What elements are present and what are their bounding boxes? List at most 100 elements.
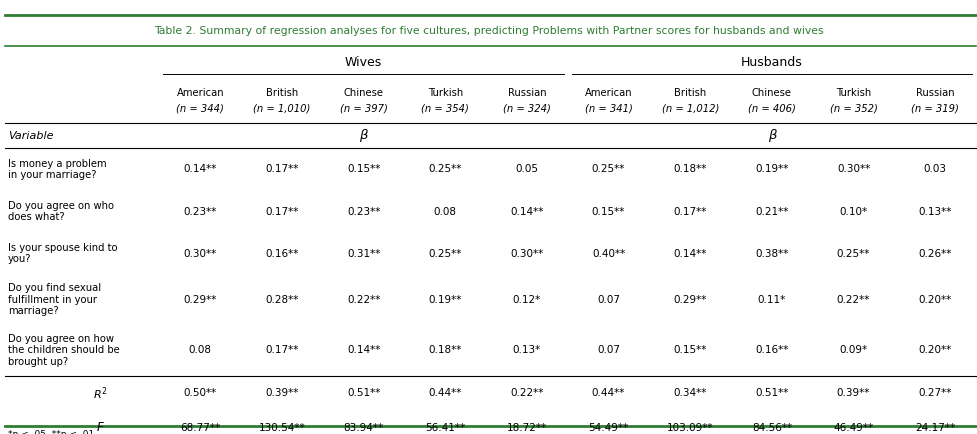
Text: 0.13*: 0.13* xyxy=(512,345,540,355)
Text: 0.51**: 0.51** xyxy=(347,388,380,398)
Text: 0.38**: 0.38** xyxy=(754,249,787,259)
Text: 0.18**: 0.18** xyxy=(428,345,461,355)
Text: 0.07: 0.07 xyxy=(596,295,619,305)
Text: (n = 344): (n = 344) xyxy=(176,104,224,114)
Text: British: British xyxy=(673,88,705,98)
Text: Do you agree on how
the children should be
brought up?: Do you agree on how the children should … xyxy=(8,334,119,367)
Text: 56.41**: 56.41** xyxy=(425,423,465,433)
Text: 0.31**: 0.31** xyxy=(347,249,380,259)
Text: 46.49**: 46.49** xyxy=(832,423,872,433)
Text: Turkish: Turkish xyxy=(427,88,462,98)
Text: 0.50**: 0.50** xyxy=(184,388,217,398)
Text: 0.05: 0.05 xyxy=(515,164,538,174)
Text: 0.27**: 0.27** xyxy=(917,388,951,398)
Text: 103.09**: 103.09** xyxy=(666,423,713,433)
Text: 83.94**: 83.94** xyxy=(343,423,383,433)
Text: Do you find sexual
fulfillment in your
marriage?: Do you find sexual fulfillment in your m… xyxy=(8,283,101,316)
Text: 0.23**: 0.23** xyxy=(347,207,380,217)
Text: 0.29**: 0.29** xyxy=(184,295,217,305)
Text: 0.20**: 0.20** xyxy=(917,295,951,305)
Text: (n = 397): (n = 397) xyxy=(339,104,387,114)
Text: 0.19**: 0.19** xyxy=(428,295,461,305)
Text: 54.49**: 54.49** xyxy=(588,423,628,433)
Text: 0.15**: 0.15** xyxy=(347,164,380,174)
Text: 0.09*: 0.09* xyxy=(838,345,867,355)
Text: 0.18**: 0.18** xyxy=(673,164,706,174)
Text: 0.30**: 0.30** xyxy=(836,164,870,174)
Text: 0.17**: 0.17** xyxy=(265,207,298,217)
Text: 0.19**: 0.19** xyxy=(754,164,787,174)
Text: 0.10*: 0.10* xyxy=(838,207,867,217)
Text: 0.34**: 0.34** xyxy=(673,388,706,398)
Text: 0.30**: 0.30** xyxy=(510,249,543,259)
Text: 0.44**: 0.44** xyxy=(591,388,624,398)
Text: American: American xyxy=(176,88,224,98)
Text: Russian: Russian xyxy=(507,88,545,98)
Text: Do you agree on who
does what?: Do you agree on who does what? xyxy=(8,201,113,222)
Text: (n = 1,012): (n = 1,012) xyxy=(660,104,718,114)
Text: 0.25**: 0.25** xyxy=(591,164,624,174)
Text: British: British xyxy=(266,88,298,98)
Text: 0.20**: 0.20** xyxy=(917,345,951,355)
Text: $R^2$: $R^2$ xyxy=(93,385,107,401)
Text: Wives: Wives xyxy=(345,56,382,69)
Text: 0.14**: 0.14** xyxy=(184,164,217,174)
Text: 0.07: 0.07 xyxy=(596,345,619,355)
Text: (n = 319): (n = 319) xyxy=(911,104,958,114)
Text: (n = 1,010): (n = 1,010) xyxy=(253,104,311,114)
Text: 0.25**: 0.25** xyxy=(428,249,461,259)
Text: 0.16**: 0.16** xyxy=(754,345,787,355)
Text: 0.23**: 0.23** xyxy=(184,207,217,217)
Text: (n = 341): (n = 341) xyxy=(584,104,632,114)
Text: 24.17**: 24.17** xyxy=(914,423,955,433)
Text: (n = 406): (n = 406) xyxy=(747,104,795,114)
Text: American: American xyxy=(584,88,632,98)
Text: 84.56**: 84.56** xyxy=(751,423,791,433)
Text: $F$: $F$ xyxy=(96,421,106,434)
Text: 130.54**: 130.54** xyxy=(258,423,305,433)
Text: 0.17**: 0.17** xyxy=(673,207,706,217)
Text: 0.21**: 0.21** xyxy=(754,207,787,217)
Text: 0.29**: 0.29** xyxy=(673,295,706,305)
Text: 0.25**: 0.25** xyxy=(428,164,461,174)
Text: Variable: Variable xyxy=(8,131,54,141)
Text: Turkish: Turkish xyxy=(835,88,871,98)
Text: 0.39**: 0.39** xyxy=(265,388,298,398)
Text: 0.14**: 0.14** xyxy=(673,249,706,259)
Text: Russian: Russian xyxy=(915,88,954,98)
Text: 0.40**: 0.40** xyxy=(591,249,624,259)
Text: 0.51**: 0.51** xyxy=(754,388,787,398)
Text: 0.17**: 0.17** xyxy=(265,345,298,355)
Text: 0.44**: 0.44** xyxy=(428,388,461,398)
Text: Is your spouse kind to
you?: Is your spouse kind to you? xyxy=(8,243,117,264)
Text: 0.14**: 0.14** xyxy=(347,345,380,355)
Text: 0.25**: 0.25** xyxy=(836,249,870,259)
Text: (n = 352): (n = 352) xyxy=(828,104,876,114)
Text: 68.77**: 68.77** xyxy=(180,423,220,433)
Text: 0.26**: 0.26** xyxy=(917,249,951,259)
Text: 0.03: 0.03 xyxy=(922,164,946,174)
Text: 0.28**: 0.28** xyxy=(265,295,298,305)
Text: 0.30**: 0.30** xyxy=(184,249,217,259)
Text: 0.17**: 0.17** xyxy=(265,164,298,174)
Text: *p < .05. **p < .01.: *p < .05. **p < .01. xyxy=(8,430,97,434)
Text: 0.39**: 0.39** xyxy=(836,388,870,398)
Text: 0.14**: 0.14** xyxy=(510,207,543,217)
Text: Chinese: Chinese xyxy=(343,88,383,98)
Text: Is money a problem
in your marriage?: Is money a problem in your marriage? xyxy=(8,159,106,180)
Text: 0.22**: 0.22** xyxy=(836,295,870,305)
Text: 18.72**: 18.72** xyxy=(506,423,546,433)
Text: 0.13**: 0.13** xyxy=(917,207,951,217)
Text: 0.08: 0.08 xyxy=(433,207,456,217)
Text: 0.16**: 0.16** xyxy=(265,249,298,259)
Text: 0.11*: 0.11* xyxy=(757,295,786,305)
Text: (n = 354): (n = 354) xyxy=(421,104,469,114)
Text: Chinese: Chinese xyxy=(751,88,791,98)
Text: (n = 324): (n = 324) xyxy=(502,104,550,114)
Text: 0.22**: 0.22** xyxy=(510,388,543,398)
Text: 0.15**: 0.15** xyxy=(673,345,706,355)
Text: Husbands: Husbands xyxy=(741,56,802,69)
Text: 0.12*: 0.12* xyxy=(512,295,540,305)
Text: β: β xyxy=(359,129,367,142)
Text: 0.22**: 0.22** xyxy=(347,295,380,305)
